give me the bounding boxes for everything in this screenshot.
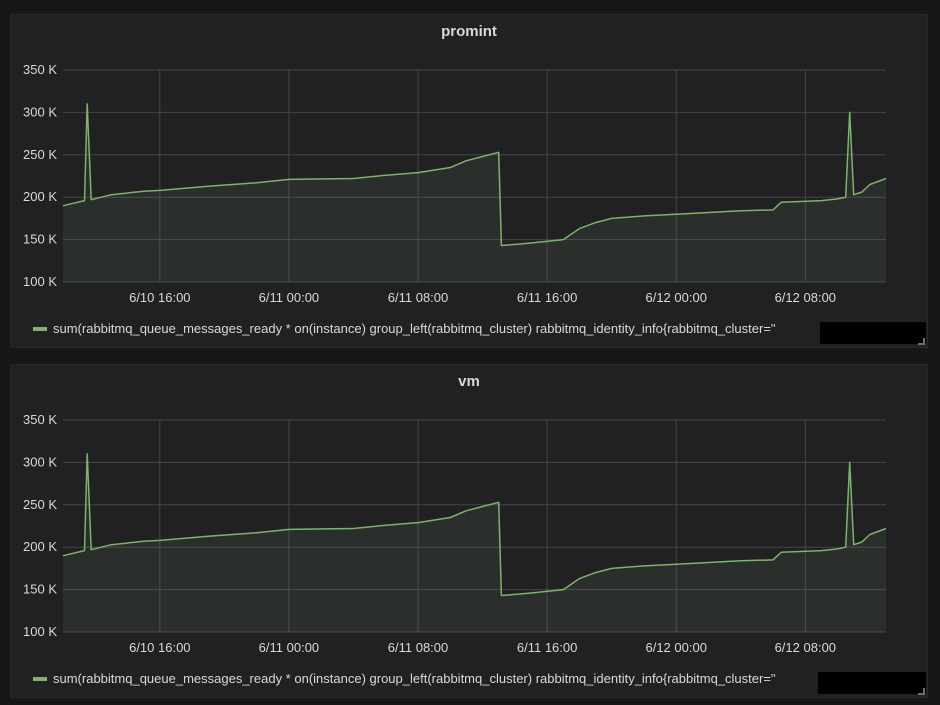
x-tick-label: 6/11 08:00 (388, 290, 448, 305)
resize-handle-icon[interactable] (918, 688, 925, 695)
y-tick-label: 100 K (23, 624, 57, 639)
y-tick-label: 350 K (23, 62, 57, 77)
legend: sum(rabbitmq_queue_messages_ready * on(i… (33, 321, 776, 336)
x-tick-label: 6/10 16:00 (129, 290, 190, 305)
y-tick-label: 300 K (23, 104, 57, 119)
y-tick-label: 150 K (23, 582, 57, 597)
legend-label[interactable]: sum(rabbitmq_queue_messages_ready * on(i… (53, 321, 776, 336)
panel-title[interactable]: vm (458, 373, 480, 390)
x-tick-label: 6/11 00:00 (259, 290, 319, 305)
x-tick-label: 6/11 16:00 (517, 290, 577, 305)
x-tick-label: 6/11 08:00 (388, 640, 448, 655)
x-tick-label: 6/12 00:00 (645, 290, 706, 305)
redaction-box (818, 672, 926, 694)
legend-label[interactable]: sum(rabbitmq_queue_messages_ready * on(i… (53, 671, 776, 686)
y-tick-label: 100 K (23, 274, 57, 289)
series-line[interactable] (62, 453, 887, 597)
y-tick-label: 350 K (23, 412, 57, 427)
panel-title[interactable]: promint (441, 23, 497, 40)
y-tick-label: 150 K (23, 232, 57, 247)
y-tick-label: 200 K (23, 539, 57, 554)
legend: sum(rabbitmq_queue_messages_ready * on(i… (33, 671, 776, 686)
x-tick-label: 6/12 08:00 (775, 290, 836, 305)
x-tick-label: 6/11 00:00 (259, 640, 319, 655)
x-tick-label: 6/12 00:00 (645, 640, 706, 655)
y-tick-label: 200 K (23, 189, 57, 204)
x-tick-label: 6/11 16:00 (517, 640, 577, 655)
y-tick-label: 250 K (23, 497, 57, 512)
chart-plot-area[interactable]: 100 K 150 K 200 K 250 K 300 K 350 K 6/10 16:00… (11, 365, 927, 665)
legend-swatch (33, 676, 47, 681)
y-tick-label: 250 K (23, 147, 57, 162)
panel-promint: promint 100 K 150 K 200 K 250 K 300 K 350 K 6/… (10, 14, 928, 348)
x-tick-label: 6/10 16:00 (129, 640, 190, 655)
series-line[interactable] (62, 103, 887, 247)
legend-swatch (33, 326, 47, 331)
redaction-box (820, 322, 926, 344)
x-tick-label: 6/12 08:00 (775, 640, 836, 655)
resize-handle-icon[interactable] (918, 338, 925, 345)
series-area (63, 453, 886, 632)
chart-plot-area[interactable]: 100 K 150 K 200 K 250 K 300 K 350 K 6/10 16:00… (11, 15, 927, 315)
y-tick-label: 300 K (23, 454, 57, 469)
panel-vm: vm 100 K 150 K 200 K 250 K 300 K 350 K 6/10 16… (10, 364, 928, 698)
series-area (63, 103, 886, 283)
